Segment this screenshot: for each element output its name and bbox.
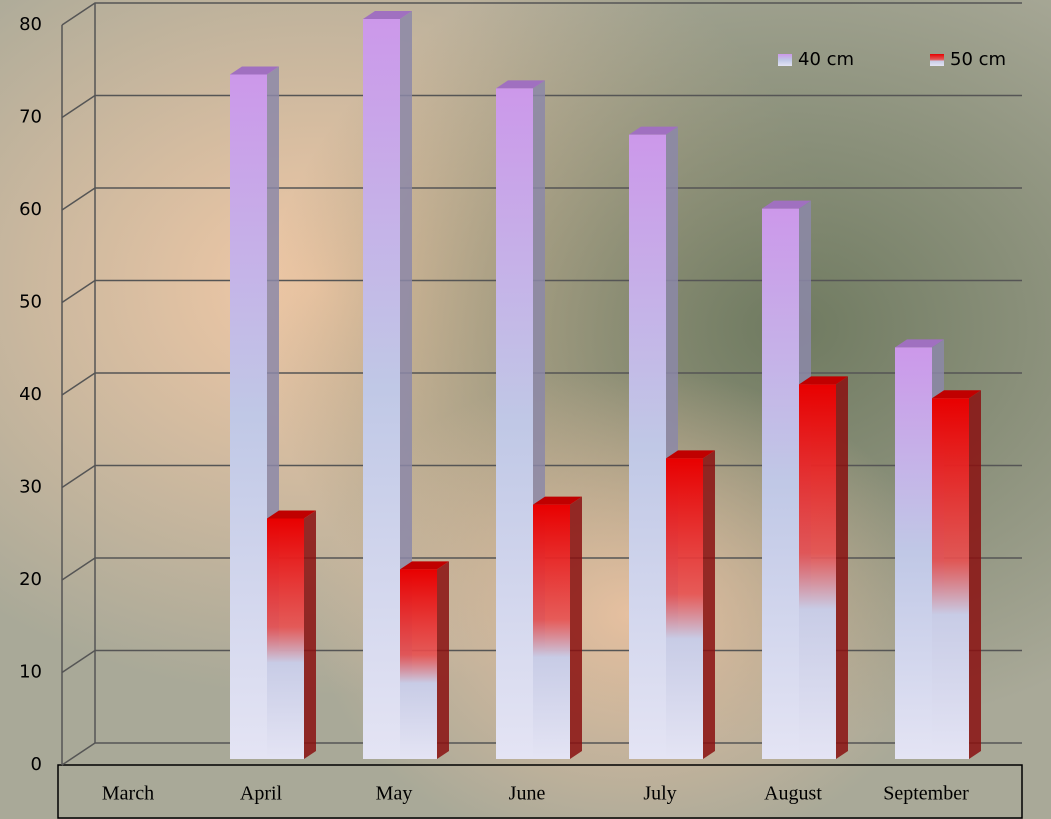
bar-top bbox=[496, 80, 545, 89]
bar bbox=[400, 569, 437, 759]
y-tick-label: 40 bbox=[19, 384, 42, 405]
bar-top bbox=[666, 450, 715, 459]
y-tick-label: 50 bbox=[19, 292, 42, 313]
bar bbox=[799, 384, 836, 759]
bar-top bbox=[533, 496, 582, 505]
y-tick-label: 10 bbox=[19, 662, 42, 683]
y-tick-label: 80 bbox=[19, 14, 42, 35]
y-tick-label: 70 bbox=[19, 107, 42, 128]
y-tick-label: 60 bbox=[19, 199, 42, 220]
bar-top bbox=[230, 66, 279, 75]
x-tick-label: August bbox=[764, 783, 822, 805]
bar-side bbox=[304, 510, 316, 759]
x-tick-label: July bbox=[643, 783, 676, 805]
bar-top bbox=[400, 561, 449, 570]
bar bbox=[629, 134, 666, 759]
y-tick-label: 0 bbox=[31, 754, 42, 775]
bar-top bbox=[629, 126, 678, 135]
legend-swatch bbox=[930, 54, 944, 66]
y-tick-label: 20 bbox=[19, 569, 42, 590]
bar bbox=[895, 347, 932, 759]
bar-top bbox=[363, 11, 412, 19]
legend-label: 40 cm bbox=[798, 49, 854, 70]
x-tick-label: May bbox=[376, 783, 413, 805]
bar bbox=[533, 504, 570, 759]
x-tick-label: April bbox=[240, 783, 283, 805]
bar-top bbox=[932, 390, 981, 399]
category-box bbox=[57, 764, 1023, 819]
bar-side bbox=[836, 376, 848, 759]
bar-top bbox=[895, 339, 944, 348]
x-tick-label: June bbox=[509, 783, 546, 805]
x-tick-label: September bbox=[883, 783, 969, 805]
bar-side bbox=[969, 390, 981, 759]
bar-side bbox=[703, 450, 715, 759]
legend-label: 50 cm bbox=[950, 49, 1006, 70]
bar-top bbox=[799, 376, 848, 385]
bar bbox=[932, 398, 969, 759]
x-tick-label: March bbox=[102, 783, 154, 805]
bar-side bbox=[437, 561, 449, 759]
bar bbox=[666, 458, 703, 759]
bar bbox=[230, 74, 267, 759]
bar bbox=[496, 88, 533, 759]
bar-side bbox=[570, 496, 582, 759]
bar bbox=[363, 19, 400, 759]
bar-top bbox=[267, 510, 316, 519]
bar bbox=[762, 208, 799, 759]
y-tick-label: 30 bbox=[19, 477, 42, 498]
bar-top bbox=[762, 200, 811, 209]
bar bbox=[267, 518, 304, 759]
legend-swatch bbox=[778, 54, 792, 66]
